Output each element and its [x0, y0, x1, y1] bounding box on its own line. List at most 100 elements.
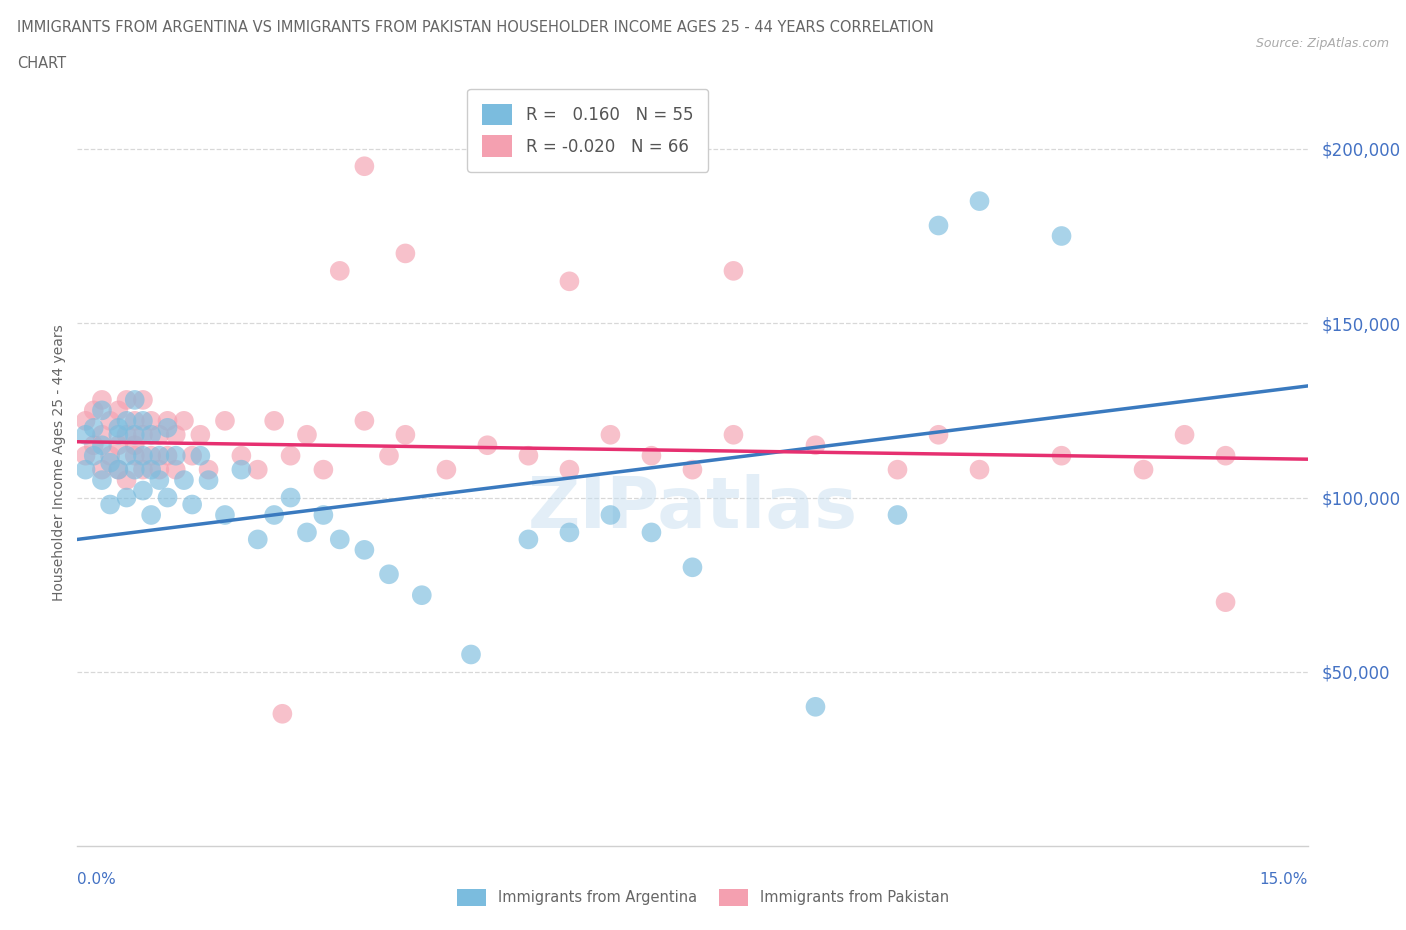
Point — [124, 438, 146, 453]
Point — [517, 448, 540, 463]
Point — [280, 490, 302, 505]
Point — [124, 392, 146, 407]
Point — [132, 448, 155, 463]
Text: 15.0%: 15.0% — [1260, 872, 1308, 887]
Point — [263, 508, 285, 523]
Point — [1215, 448, 1237, 463]
Point — [83, 420, 105, 435]
Point — [411, 588, 433, 603]
Point — [460, 647, 482, 662]
Point — [83, 438, 105, 453]
Point — [599, 428, 621, 443]
Point — [329, 532, 352, 547]
Point — [75, 428, 97, 443]
Point — [295, 428, 318, 443]
Point — [90, 462, 114, 477]
Point — [188, 448, 212, 463]
Point — [1215, 595, 1237, 610]
Point — [394, 246, 416, 261]
Point — [969, 193, 991, 208]
Point — [90, 428, 114, 443]
Point — [148, 448, 170, 463]
Point — [75, 414, 97, 429]
Point — [436, 462, 458, 477]
Point — [90, 403, 114, 418]
Point — [107, 403, 129, 418]
Point — [156, 420, 179, 435]
Point — [886, 462, 908, 477]
Point — [280, 448, 302, 463]
Point — [197, 462, 219, 477]
Point — [165, 448, 187, 463]
Point — [558, 274, 581, 289]
Point — [231, 462, 253, 477]
Point — [1050, 229, 1073, 244]
Point — [124, 428, 146, 443]
Point — [83, 403, 105, 418]
Point — [1050, 448, 1073, 463]
Point — [312, 508, 335, 523]
Point — [156, 490, 179, 505]
Point — [329, 263, 352, 278]
Point — [107, 428, 129, 443]
Point — [231, 448, 253, 463]
Point — [165, 428, 187, 443]
Point — [246, 532, 269, 547]
Point — [83, 448, 105, 463]
Point — [353, 159, 375, 174]
Legend: Immigrants from Argentina, Immigrants from Pakistan: Immigrants from Argentina, Immigrants fr… — [451, 884, 955, 911]
Point — [98, 448, 121, 463]
Legend: R =   0.160   N = 55, R = -0.020   N = 66: R = 0.160 N = 55, R = -0.020 N = 66 — [467, 89, 709, 172]
Point — [804, 438, 827, 453]
Point — [132, 462, 155, 477]
Point — [90, 438, 114, 453]
Point — [132, 484, 155, 498]
Point — [181, 498, 204, 512]
Point — [188, 428, 212, 443]
Point — [263, 414, 285, 429]
Point — [197, 472, 219, 487]
Point — [90, 472, 114, 487]
Point — [477, 438, 499, 453]
Point — [141, 428, 163, 443]
Point — [115, 392, 138, 407]
Point — [141, 508, 163, 523]
Point — [173, 472, 195, 487]
Point — [115, 472, 138, 487]
Point — [558, 525, 581, 540]
Point — [271, 707, 294, 722]
Point — [723, 428, 745, 443]
Point — [173, 414, 195, 429]
Point — [124, 414, 146, 429]
Point — [1132, 462, 1154, 477]
Point — [312, 462, 335, 477]
Point — [969, 462, 991, 477]
Point — [124, 448, 146, 463]
Point — [141, 462, 163, 477]
Point — [115, 428, 138, 443]
Point — [98, 456, 121, 471]
Point — [928, 219, 950, 233]
Point — [723, 263, 745, 278]
Point — [295, 525, 318, 540]
Point — [353, 542, 375, 557]
Point — [124, 462, 146, 477]
Point — [886, 508, 908, 523]
Point — [156, 448, 179, 463]
Point — [107, 438, 129, 453]
Point — [640, 525, 662, 540]
Point — [246, 462, 269, 477]
Point — [107, 420, 129, 435]
Point — [75, 462, 97, 477]
Point — [928, 428, 950, 443]
Point — [141, 448, 163, 463]
Point — [132, 392, 155, 407]
Text: Source: ZipAtlas.com: Source: ZipAtlas.com — [1256, 37, 1389, 50]
Point — [132, 428, 155, 443]
Point — [115, 490, 138, 505]
Point — [599, 508, 621, 523]
Point — [353, 414, 375, 429]
Point — [682, 560, 704, 575]
Y-axis label: Householder Income Ages 25 - 44 years: Householder Income Ages 25 - 44 years — [52, 325, 66, 601]
Point — [107, 462, 129, 477]
